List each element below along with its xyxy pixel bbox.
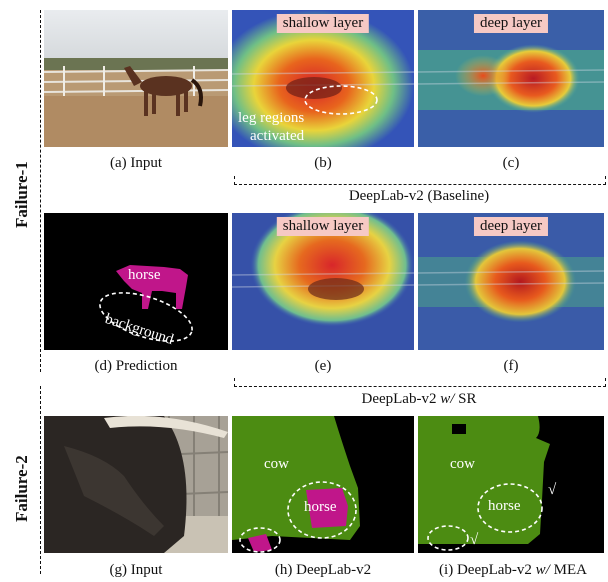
caption-d: (d) Prediction bbox=[94, 358, 178, 374]
panel-b-note-line2: activated bbox=[250, 128, 305, 144]
failure2-label: Failure-2 bbox=[12, 455, 31, 522]
row2-group-prefix: DeepLab-v2 bbox=[361, 391, 441, 407]
panel-b-header: shallow layer bbox=[276, 14, 370, 33]
failure1-label: Failure-1 bbox=[12, 161, 31, 228]
panel-f-deep-heatmap: deep layer bbox=[418, 213, 604, 350]
panel-b-note-line1: leg regions bbox=[238, 110, 305, 126]
check-mark-icon-2: √ bbox=[470, 532, 479, 548]
row2-group-bracket bbox=[234, 378, 606, 387]
failure1-bracket bbox=[40, 10, 41, 372]
panel-h-segmentation: cow horse bbox=[232, 416, 414, 553]
caption-h: (h) DeepLab-v2 bbox=[274, 562, 372, 578]
caption-i-suffix: MEA bbox=[549, 562, 587, 578]
panel-h-horse-label: horse bbox=[304, 499, 337, 515]
panel-d-horse-label: horse bbox=[128, 267, 161, 283]
row2-group-suffix: SR bbox=[454, 391, 477, 407]
caption-g: (g) Input bbox=[109, 562, 163, 578]
panel-i-cow-label: cow bbox=[450, 456, 475, 472]
panel-e-shallow-heatmap: shallow layer bbox=[232, 213, 414, 350]
panel-e-header: shallow layer bbox=[276, 217, 370, 236]
panel-g-input-photo bbox=[44, 416, 228, 553]
panel-i-horse-label: horse bbox=[488, 498, 521, 514]
row2-group-label: DeepLab-v2 w/ SR bbox=[234, 391, 604, 408]
caption-i-italic: w/ bbox=[535, 562, 550, 578]
panel-a-input-photo bbox=[44, 10, 228, 147]
panel-c-deep-heatmap: deep layer bbox=[418, 10, 604, 147]
panel-i-segmentation: cow horse √ √ bbox=[418, 416, 604, 553]
row2-group-italic: w/ bbox=[440, 391, 455, 407]
panel-d-prediction: horse background bbox=[44, 213, 228, 350]
caption-c: (c) bbox=[502, 155, 520, 171]
panel-f-header: deep layer bbox=[473, 217, 549, 236]
caption-a: (a) Input bbox=[109, 155, 163, 171]
caption-f: (f) bbox=[503, 358, 519, 374]
check-mark-icon: √ bbox=[548, 482, 557, 498]
panel-c-header: deep layer bbox=[473, 14, 549, 33]
caption-i: (i) DeepLab-v2 w/ MEA bbox=[418, 562, 608, 579]
failure2-bracket bbox=[40, 386, 41, 574]
panel-h-cow-label: cow bbox=[264, 456, 289, 472]
caption-b: (b) bbox=[314, 155, 332, 171]
panel-b-shallow-heatmap: shallow layer leg regions activated bbox=[232, 10, 414, 147]
caption-e: (e) bbox=[314, 358, 332, 374]
row1-group-bracket bbox=[234, 176, 606, 185]
caption-i-prefix: (i) DeepLab-v2 bbox=[439, 562, 536, 578]
row1-group-label: DeepLab-v2 (Baseline) bbox=[348, 188, 490, 204]
